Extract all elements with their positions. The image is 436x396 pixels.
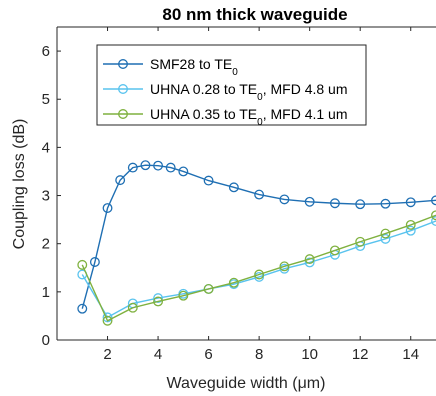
legend-label: UHNA 0.35 to TE0, MFD 4.1 um: [150, 106, 348, 128]
x-tick-label: 14: [402, 346, 419, 363]
legend-label: UHNA 0.28 to TE0, MFD 4.8 um: [150, 81, 348, 103]
data-point: [431, 210, 436, 221]
y-tick-label: 6: [42, 43, 50, 60]
y-tick-label: 2: [42, 236, 50, 253]
data-point: [329, 245, 340, 256]
y-tick-label: 3: [42, 188, 50, 205]
data-point: [405, 197, 416, 208]
data-point: [102, 203, 113, 214]
data-point: [203, 284, 214, 294]
legend-entry-2: UHNA 0.28 to TE0, MFD 4.8 um: [103, 81, 348, 103]
y-tick-label: 4: [42, 139, 50, 156]
series-line-3: [81, 214, 436, 322]
legend-entry-3: UHNA 0.35 to TE0, MFD 4.1 um: [103, 106, 348, 128]
series-line-2: [81, 220, 436, 319]
x-tick-label: 2: [103, 346, 111, 363]
data-point: [140, 160, 151, 171]
data-point: [254, 269, 265, 280]
data-point: [304, 196, 315, 207]
x-tick-label: 4: [154, 346, 162, 363]
y-axis-label: Coupling loss (dB): [11, 119, 28, 250]
legend-marker: [118, 84, 128, 94]
data-point: [77, 259, 88, 270]
data-point: [380, 233, 391, 244]
data-point: [405, 219, 416, 230]
data-point: [102, 315, 113, 326]
data-point: [228, 182, 239, 193]
legend-label: SMF28 to TE0: [150, 56, 238, 78]
data-point: [405, 225, 416, 236]
chart-title: 80 nm thick waveguide: [162, 5, 347, 24]
x-tick-label: 6: [204, 346, 212, 363]
data-point: [279, 194, 290, 205]
y-tick-label: 0: [42, 332, 50, 349]
data-point: [102, 312, 113, 323]
series-line-1: [81, 164, 436, 309]
x-tick-label: 12: [352, 346, 369, 363]
legend-entry-1: SMF28 to TE0: [103, 56, 238, 78]
data-point: [153, 296, 164, 307]
data-point: [153, 293, 164, 304]
y-tick-label: 5: [42, 91, 50, 108]
data-point: [178, 290, 189, 301]
data-point: [165, 162, 176, 173]
legend-box: [96, 44, 367, 126]
data-point: [304, 254, 315, 265]
data-point: [254, 189, 265, 200]
data-point: [127, 302, 138, 313]
data-point: [380, 198, 391, 209]
data-point: [431, 195, 436, 206]
data-point: [89, 257, 100, 267]
data-point: [77, 303, 88, 314]
data-point: [115, 175, 126, 186]
x-tick-label: 10: [301, 346, 318, 363]
data-point: [127, 162, 138, 173]
data-point: [203, 175, 214, 186]
data-point: [355, 236, 366, 247]
legend-marker: [118, 59, 128, 69]
data-point: [355, 199, 366, 210]
series-layer: [77, 160, 436, 326]
data-point: [304, 257, 315, 268]
x-axis-label: Waveguide width (μm): [167, 375, 326, 392]
x-tick-label: 8: [255, 346, 263, 363]
data-point: [431, 216, 436, 227]
data-point: [329, 198, 340, 209]
data-point: [380, 228, 391, 239]
legend-marker: [118, 109, 128, 119]
data-point: [279, 261, 290, 272]
data-point: [228, 277, 239, 288]
legend: SMF28 to TE0 UHNA 0.28 to TE0, MFD 4.8 um…: [96, 44, 367, 128]
data-point: [178, 166, 189, 177]
data-point: [153, 160, 164, 171]
y-tick-label: 1: [42, 284, 50, 301]
